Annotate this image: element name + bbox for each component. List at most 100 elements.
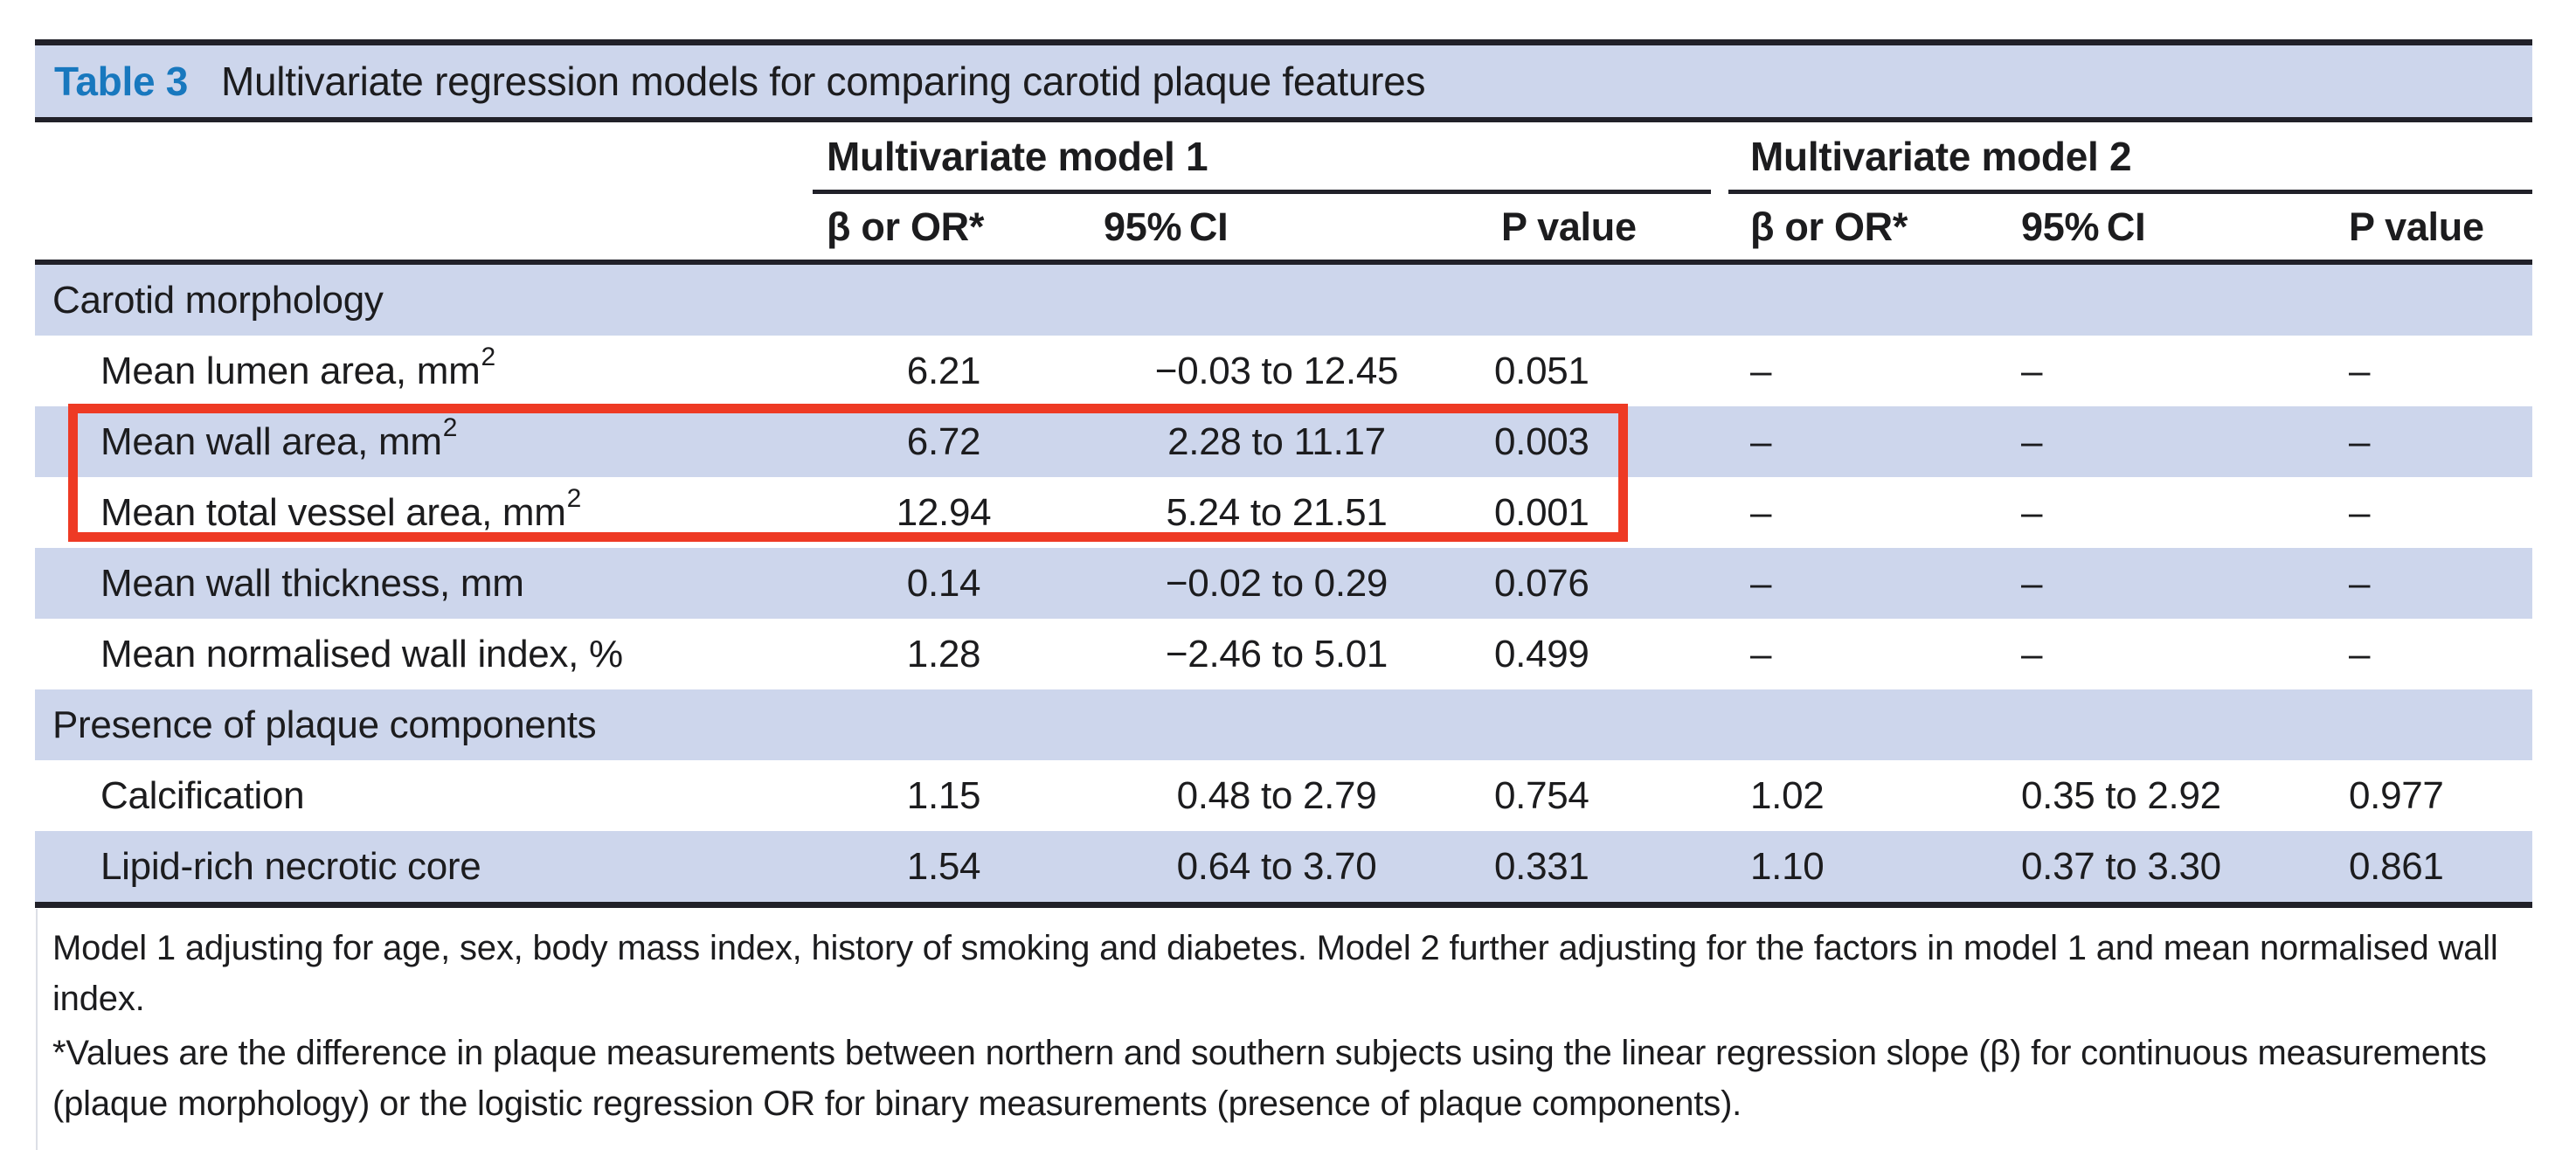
table-bottom-rule [35, 902, 2532, 908]
value-cell: – [2349, 632, 2371, 675]
value-cell [1711, 689, 2017, 760]
value-cell [813, 689, 1075, 760]
value-cell: 1.54 [906, 844, 981, 888]
row-label: Mean normalised wall index, % [100, 632, 623, 675]
table-body: Carotid morphology Mean lumen area, mm 2 6.… [35, 265, 2532, 902]
value-cell: – [1750, 632, 1772, 675]
value-cell: 0.48 to 2.79 [1176, 773, 1377, 817]
value-cell [1478, 265, 1711, 336]
table-title-text: Multivariate regression models for compa… [221, 59, 1426, 104]
value-cell: 0.003 [1494, 419, 1589, 463]
value-cell: 0.977 [2349, 773, 2444, 817]
value-cell [2342, 689, 2532, 760]
model-2-group-header: Multivariate model 2 [1728, 122, 2532, 194]
row-label: Mean total vessel area, mm 2 [100, 483, 582, 534]
value-cell: 0.14 [906, 561, 981, 605]
m1-pvalue-header: P value [1501, 204, 1637, 249]
model-group-header-row: Multivariate model 1 Multivariate model … [35, 122, 2532, 194]
value-cell: 1.02 [1750, 773, 1825, 817]
value-cell: – [1750, 349, 1772, 392]
row-label: Calcification [100, 773, 305, 817]
value-cell: – [2349, 561, 2371, 605]
table-top-rule [35, 39, 2532, 45]
value-cell [1075, 689, 1478, 760]
value-cell [1075, 265, 1478, 336]
value-cell: 0.331 [1494, 844, 1589, 888]
footnote-values: *Values are the difference in plaque mea… [52, 1034, 2487, 1123]
value-cell: 1.15 [906, 773, 981, 817]
value-cell: – [2349, 490, 2371, 534]
empty-header-cell [35, 194, 813, 260]
value-cell: −0.02 to 0.29 [1165, 561, 1388, 605]
value-cell: – [1750, 561, 1772, 605]
table-footnotes: Model 1 adjusting for age, sex, body mas… [52, 923, 2499, 1133]
row-label: Carotid morphology [52, 278, 384, 322]
value-cell: – [2021, 490, 2043, 534]
row-label: Mean wall thickness, mm [100, 561, 524, 605]
value-cell: 5.24 to 21.51 [1166, 490, 1388, 534]
value-cell [813, 265, 1075, 336]
row-label: Mean wall area, mm 2 [100, 412, 458, 463]
table-row: Mean normalised wall index, % 1.28 −2.46 t… [35, 619, 2532, 689]
value-cell [2017, 689, 2342, 760]
m2-beta-or-header: β or OR* [1750, 204, 1908, 249]
value-cell [2017, 265, 2342, 336]
m1-beta-or-header: β or OR* [827, 204, 985, 249]
value-cell: 0.37 to 3.30 [2021, 844, 2221, 888]
section-row: Presence of plaque components [35, 689, 2532, 760]
value-cell: 0.861 [2349, 844, 2444, 888]
row-label: Lipid-rich necrotic core [100, 844, 481, 888]
column-hairline [36, 909, 38, 1150]
value-cell: – [2021, 349, 2043, 392]
superscript: 2 [566, 483, 582, 513]
model-1-group-header: Multivariate model 1 [813, 122, 1711, 194]
value-cell: 6.21 [906, 349, 981, 392]
value-cell: 1.28 [906, 632, 981, 675]
value-cell: 1.10 [1750, 844, 1825, 888]
value-cell: 6.72 [906, 419, 981, 463]
table-row: Lipid-rich necrotic core 1.54 0.64 to 3.70… [35, 831, 2532, 902]
footnote-models: Model 1 adjusting for age, sex, body mas… [52, 929, 2498, 1018]
value-cell: 0.64 to 3.70 [1176, 844, 1377, 888]
superscript: 2 [481, 342, 495, 371]
table-row: Mean lumen area, mm 2 6.21 −0.03 to 12.45 0.… [35, 336, 2532, 406]
table-number-label: Table 3 [54, 59, 188, 104]
value-cell: 0.499 [1494, 632, 1589, 675]
value-cell: 0.35 to 2.92 [2021, 773, 2221, 817]
table-row: Calcification 1.15 0.48 to 2.79 0.754 1.02 0.… [35, 760, 2532, 831]
m2-ci-header: 95% CI [2021, 204, 2146, 249]
value-cell: – [1750, 419, 1772, 463]
header-bottom-rule [35, 260, 2532, 265]
value-cell: 0.754 [1494, 773, 1589, 817]
value-cell: – [2021, 561, 2043, 605]
value-cell [2342, 265, 2532, 336]
value-cell: 2.28 to 11.17 [1167, 419, 1386, 463]
section-row: Carotid morphology [35, 265, 2532, 336]
table-header: Multivariate model 1 Multivariate model … [35, 122, 2532, 260]
row-label: Presence of plaque components [52, 703, 597, 746]
value-cell: – [1750, 490, 1772, 534]
value-cell: – [2021, 632, 2043, 675]
value-cell: −2.46 to 5.01 [1165, 632, 1388, 675]
m2-pvalue-header: P value [2349, 204, 2484, 249]
column-header-row: β or OR* 95% CI P value β or OR* 95% CI … [35, 194, 2532, 260]
title-band-bottom-rule [35, 117, 2532, 122]
row-label: Mean lumen area, mm 2 [100, 342, 495, 392]
m1-ci-header: 95% CI [1104, 204, 1229, 249]
value-cell: 12.94 [896, 490, 992, 534]
value-cell: – [2021, 419, 2043, 463]
value-cell: −0.03 to 12.45 [1154, 349, 1399, 392]
superscript: 2 [442, 412, 458, 442]
value-cell [1711, 265, 2017, 336]
value-cell: 0.001 [1494, 490, 1589, 534]
value-cell: – [2349, 349, 2371, 392]
value-cell [1478, 689, 1711, 760]
table-row: Mean wall thickness, mm 0.14 −0.02 to 0.29… [35, 548, 2532, 619]
table-row: Mean total vessel area, mm 2 12.94 5.24 to … [35, 477, 2532, 548]
value-cell: 0.051 [1494, 349, 1589, 392]
table-title-band: Table 3 Multivariate regression models f… [35, 45, 2532, 117]
table-row: Mean wall area, mm 2 6.72 2.28 to 11.17 0.00… [35, 406, 2532, 477]
value-cell: – [2349, 419, 2371, 463]
value-cell: 0.076 [1494, 561, 1589, 605]
